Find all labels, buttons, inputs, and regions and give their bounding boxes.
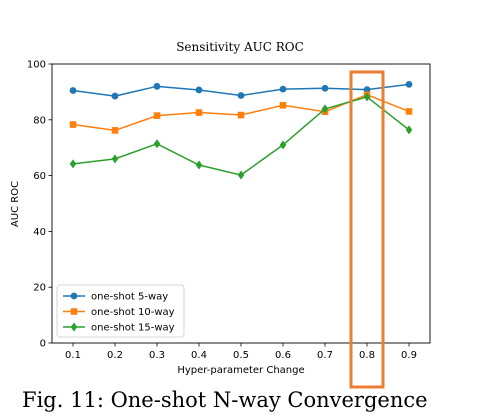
data-point (69, 87, 77, 94)
legend-marker (70, 292, 78, 300)
x-tick-label: 0.6 (275, 350, 291, 361)
data-point (321, 84, 329, 92)
data-point (363, 86, 371, 94)
x-tick-label: 0.1 (65, 350, 81, 361)
y-axis-label: AUC ROC (10, 181, 21, 227)
legend-label: one-shot 15-way (91, 323, 175, 334)
legend-marker (70, 308, 78, 315)
data-point (321, 104, 329, 114)
data-point (405, 125, 413, 135)
data-point (363, 92, 371, 102)
data-point (195, 86, 203, 94)
data-point (237, 92, 245, 99)
legend: one-shot 5-way one-shot 10-way one-shot 15… (56, 284, 185, 338)
plot-area: 0.1 0.2 0.3 0.4 0.5 0.6 0.7 0.8 0.9 0 20 40 60 80 100 (27, 60, 431, 361)
data-point (111, 127, 119, 134)
legend-label: one-shot 5-way (91, 292, 168, 303)
series-3 (69, 92, 413, 180)
y-tick-label: 60 (33, 171, 46, 182)
legend-label: one-shot 10-way (91, 307, 175, 318)
data-point (153, 112, 161, 119)
data-point (279, 101, 287, 109)
data-point (237, 170, 245, 180)
y-tick-label: 20 (33, 283, 46, 294)
data-point (405, 80, 413, 88)
figure-caption: Fig. 11: One-shot N-way Convergence (22, 388, 428, 412)
data-point (111, 92, 119, 100)
data-point (153, 82, 161, 90)
series-line (72, 96, 410, 176)
data-point (279, 85, 287, 93)
figure-caption-label: Fig. 11 (22, 388, 97, 412)
data-point (195, 109, 203, 116)
x-tick-label: 0.4 (191, 350, 207, 361)
data-point (237, 111, 245, 119)
data-point (279, 140, 287, 150)
data-point (69, 159, 77, 169)
figure-caption-text: : One-shot N-way Convergence (97, 388, 428, 412)
x-tick-label: 0.3 (149, 350, 165, 361)
highlight-box (349, 70, 385, 389)
x-tick-label: 0.8 (359, 350, 375, 361)
series-1 (69, 80, 413, 100)
y-tick-label: 40 (33, 227, 46, 238)
y-tick-label: 100 (27, 60, 46, 71)
legend-box (56, 284, 185, 338)
x-tick-label: 0.2 (107, 350, 123, 361)
x-tick-label: 0.5 (233, 350, 249, 361)
data-point (405, 108, 413, 115)
x-axis-label: Hyper-parameter Change (177, 365, 304, 376)
legend-marker (70, 322, 78, 332)
data-point (111, 154, 119, 164)
chart-title: Sensitivity AUC ROC (176, 40, 304, 54)
y-tick-label: 80 (33, 115, 46, 126)
x-tick-label: 0.9 (401, 350, 417, 361)
x-tick-label: 0.7 (317, 350, 333, 361)
data-point (153, 139, 161, 149)
y-tick-label: 0 (40, 339, 46, 350)
data-point (195, 160, 203, 170)
data-point (69, 121, 77, 128)
